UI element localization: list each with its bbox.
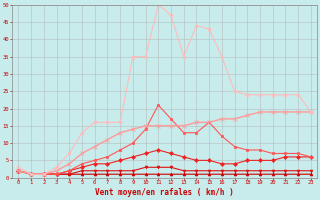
X-axis label: Vent moyen/en rafales ( km/h ): Vent moyen/en rafales ( km/h ) xyxy=(95,188,234,197)
